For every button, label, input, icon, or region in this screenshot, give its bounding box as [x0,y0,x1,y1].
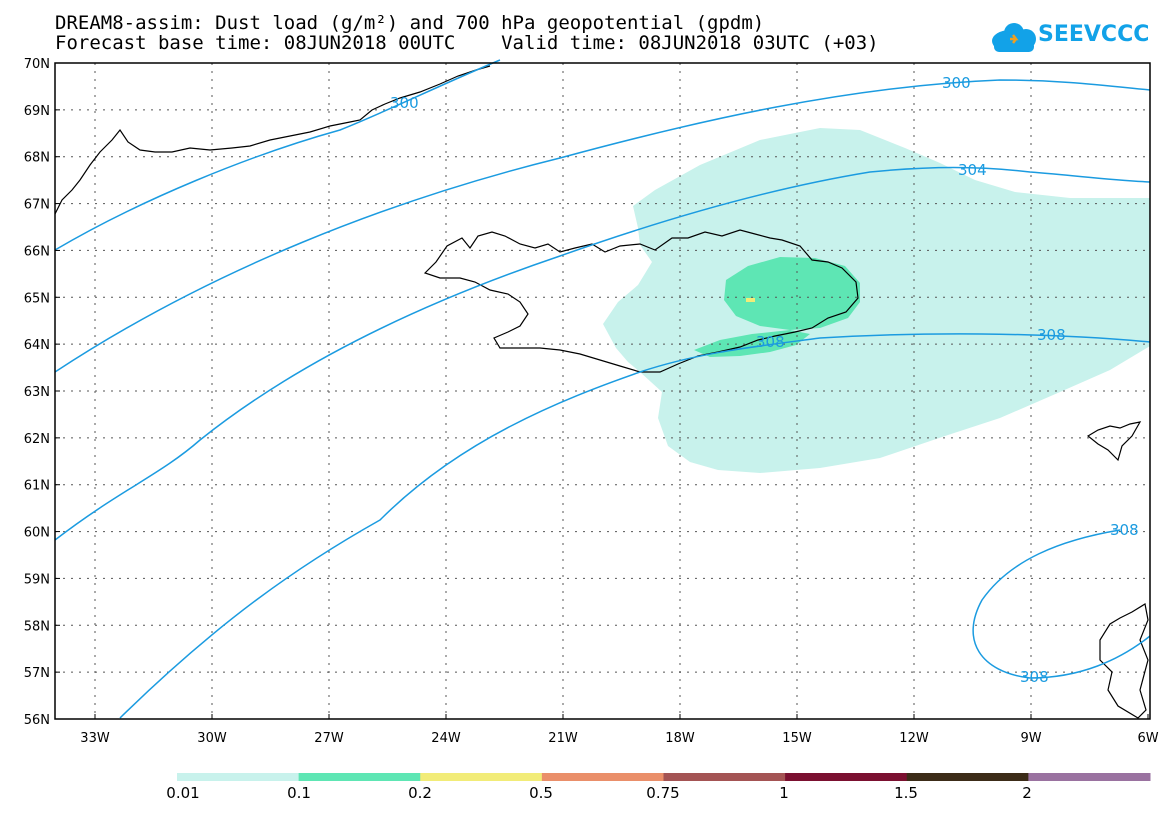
latitude-labels: 70N 69N 68N 67N 66N 65N 64N 63N 62N 61N 60N 59N 58N 5… [24,57,50,728]
colorbar-label: 0.01 [166,784,200,802]
cloud-icon [992,23,1036,52]
dust-load-shading [603,128,1150,473]
contour-label-300-west: 300 [390,94,419,112]
contour-label-308-iceland: 308 [756,333,785,351]
contour-300-west [54,59,501,251]
faroe-coast [1086,421,1142,462]
colorbar-label: 1 [779,784,789,802]
coastlines [54,65,1149,719]
colorbar-label: 0.1 [287,784,311,802]
lon-label: 9W [1020,731,1041,746]
colorbar-segment [785,773,908,781]
dust-area-0-01 [603,128,1150,473]
logo-text: SEEVCCC [1038,22,1150,47]
contour-308-south [972,529,1151,679]
lat-label: 68N [24,151,50,166]
lat-label: 70N [24,57,50,72]
dust-colorbar [177,773,1151,781]
lon-label: 15W [782,731,812,746]
lat-label: 67N [24,198,50,213]
lat-label: 69N [24,104,50,119]
colorbar-label: 2 [1022,784,1032,802]
iceland-coast [423,229,859,373]
map-title: DREAM8-assim: Dust load (g/m²) and 700 h… [55,12,765,34]
lon-label: 30W [197,731,227,746]
map-subtitle: Forecast base time: 08JUN2018 00UTC Vali… [55,32,879,54]
lat-label: 56N [24,713,50,728]
contour-label-308-se-bottom: 308 [1020,668,1049,686]
axis-ticks [55,62,1149,720]
contour-labels: 300 300 304 308 308 308 308 [390,74,1139,686]
lat-label: 61N [24,479,50,494]
colorbar-label: 0.2 [408,784,432,802]
geopotential-contours [54,59,1151,719]
lat-label: 65N [24,291,50,306]
lon-label: 24W [431,731,461,746]
colorbar-segment [906,773,1029,781]
lon-label: 12W [899,731,929,746]
contour-300-east [54,79,1151,373]
contour-label-308-se-top: 308 [1110,521,1139,539]
colorbar-segment [420,773,543,781]
lat-label: 60N [24,526,50,541]
lat-label: 57N [24,666,50,681]
lat-label: 63N [24,385,50,400]
colorbar-label: 0.75 [646,784,680,802]
colorbar-segment [663,773,786,781]
contour-304 [54,166,1151,541]
scotland-coast [1099,603,1149,719]
contour-308-main [119,333,1151,719]
colorbar-segment [1028,773,1151,781]
colorbar-segment [177,773,300,781]
colorbar-segment [541,773,664,781]
contour-label-304: 304 [958,161,987,179]
colorbar-label: 0.5 [529,784,553,802]
lat-lon-grid [55,63,1150,719]
contour-label-300-east: 300 [942,74,971,92]
lat-label: 59N [24,572,50,587]
greenland-coast [54,65,491,215]
lat-label: 64N [24,338,50,353]
lon-label: 21W [548,731,578,746]
seevccc-logo [992,23,1036,52]
lat-label: 66N [24,244,50,259]
longitude-labels: 33W 30W 27W 24W 21W 18W 15W 12W 9W 6W [80,731,1158,746]
contour-label-308-east: 308 [1037,326,1066,344]
lon-label: 33W [80,731,110,746]
lon-label: 6W [1137,731,1158,746]
colorbar-segment [298,773,421,781]
colorbar-label: 1.5 [894,784,918,802]
dust-area-0-1-north [724,257,860,330]
lon-label: 18W [665,731,695,746]
lat-label: 62N [24,432,50,447]
lat-label: 58N [24,619,50,634]
dust-area-0-2 [746,298,755,302]
lon-label: 27W [314,731,344,746]
